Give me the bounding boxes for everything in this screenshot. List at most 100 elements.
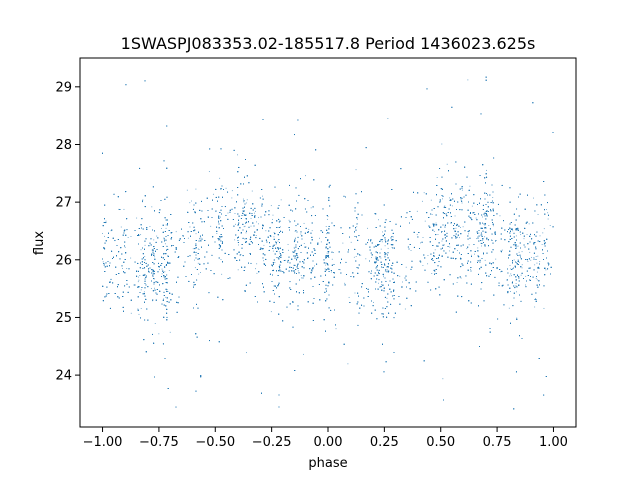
data-point bbox=[169, 331, 171, 333]
data-point bbox=[381, 284, 383, 286]
data-point bbox=[455, 237, 456, 239]
data-point bbox=[244, 238, 246, 240]
data-point bbox=[467, 79, 469, 81]
data-point bbox=[470, 268, 472, 270]
data-point bbox=[220, 259, 222, 260]
data-points bbox=[102, 76, 554, 410]
data-point bbox=[293, 246, 295, 248]
data-point bbox=[518, 251, 520, 253]
data-point bbox=[451, 205, 453, 207]
data-point bbox=[393, 239, 394, 241]
data-point bbox=[255, 210, 256, 212]
data-point bbox=[460, 227, 461, 228]
data-point bbox=[476, 238, 478, 240]
data-point bbox=[402, 281, 403, 283]
data-point bbox=[513, 244, 514, 245]
data-point bbox=[477, 236, 479, 238]
data-point bbox=[481, 234, 483, 236]
data-point bbox=[356, 226, 358, 228]
data-point bbox=[521, 264, 523, 266]
data-point bbox=[163, 237, 165, 239]
data-point bbox=[265, 230, 267, 232]
data-point bbox=[166, 289, 168, 290]
data-point bbox=[262, 195, 263, 197]
data-point bbox=[441, 240, 443, 242]
data-point bbox=[437, 234, 439, 235]
data-point bbox=[235, 223, 236, 225]
data-point bbox=[130, 312, 132, 314]
data-point bbox=[347, 363, 349, 365]
data-point bbox=[287, 244, 289, 245]
data-point bbox=[123, 208, 125, 210]
data-point bbox=[534, 306, 536, 308]
data-point bbox=[305, 175, 306, 177]
data-point bbox=[301, 277, 302, 279]
data-point bbox=[430, 199, 432, 201]
data-point bbox=[278, 251, 280, 253]
data-point bbox=[294, 237, 296, 239]
data-point bbox=[263, 260, 265, 262]
data-point bbox=[427, 255, 429, 256]
data-point bbox=[327, 216, 329, 217]
data-point bbox=[310, 271, 312, 273]
data-point bbox=[272, 250, 274, 252]
data-point bbox=[515, 228, 516, 230]
data-point bbox=[384, 270, 386, 272]
data-point bbox=[365, 258, 367, 260]
data-point bbox=[245, 202, 247, 204]
data-point bbox=[442, 378, 444, 380]
data-point bbox=[199, 237, 200, 239]
data-point bbox=[225, 187, 227, 189]
data-point bbox=[449, 246, 451, 248]
data-point bbox=[486, 238, 488, 240]
data-point bbox=[219, 177, 221, 179]
data-point bbox=[144, 244, 146, 246]
data-point bbox=[443, 244, 445, 246]
data-point bbox=[192, 248, 194, 250]
data-point bbox=[151, 206, 153, 208]
data-point bbox=[272, 214, 274, 216]
data-point bbox=[516, 291, 517, 293]
data-point bbox=[537, 255, 539, 257]
data-point bbox=[164, 275, 165, 277]
data-point bbox=[243, 226, 245, 228]
data-point bbox=[139, 275, 141, 277]
data-point bbox=[378, 271, 379, 273]
data-point bbox=[220, 216, 221, 218]
data-point bbox=[521, 251, 523, 253]
data-point bbox=[533, 197, 534, 199]
data-point bbox=[468, 244, 470, 246]
data-point bbox=[518, 261, 520, 263]
data-point bbox=[275, 257, 277, 258]
data-point bbox=[270, 311, 272, 313]
data-point bbox=[509, 238, 511, 240]
data-point bbox=[434, 249, 436, 251]
data-point bbox=[513, 267, 515, 269]
data-point bbox=[243, 201, 245, 203]
data-point bbox=[441, 143, 443, 145]
data-point bbox=[138, 279, 140, 281]
data-point bbox=[333, 252, 334, 254]
data-point bbox=[386, 269, 388, 271]
data-point bbox=[444, 205, 446, 207]
data-point bbox=[140, 289, 142, 291]
data-point bbox=[474, 253, 475, 255]
data-point bbox=[536, 262, 538, 264]
data-point bbox=[509, 228, 511, 230]
data-point bbox=[256, 221, 257, 223]
data-point bbox=[164, 271, 166, 273]
data-point bbox=[471, 205, 473, 207]
data-point bbox=[435, 222, 437, 224]
data-point bbox=[237, 269, 239, 271]
data-point bbox=[471, 254, 472, 256]
data-point bbox=[387, 247, 389, 249]
data-point bbox=[324, 268, 326, 270]
data-point bbox=[144, 256, 146, 257]
data-point bbox=[238, 251, 239, 253]
data-point bbox=[311, 230, 313, 232]
data-point bbox=[511, 275, 512, 277]
data-point bbox=[285, 259, 287, 261]
data-point bbox=[325, 264, 327, 266]
data-point bbox=[326, 252, 328, 254]
